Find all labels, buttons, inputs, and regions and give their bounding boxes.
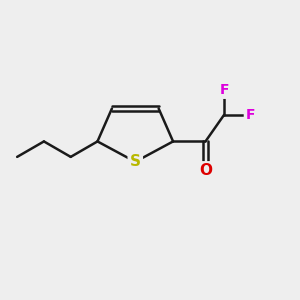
Text: O: O (199, 164, 212, 178)
Text: S: S (130, 154, 141, 169)
Text: F: F (246, 108, 255, 122)
Text: F: F (219, 83, 229, 97)
